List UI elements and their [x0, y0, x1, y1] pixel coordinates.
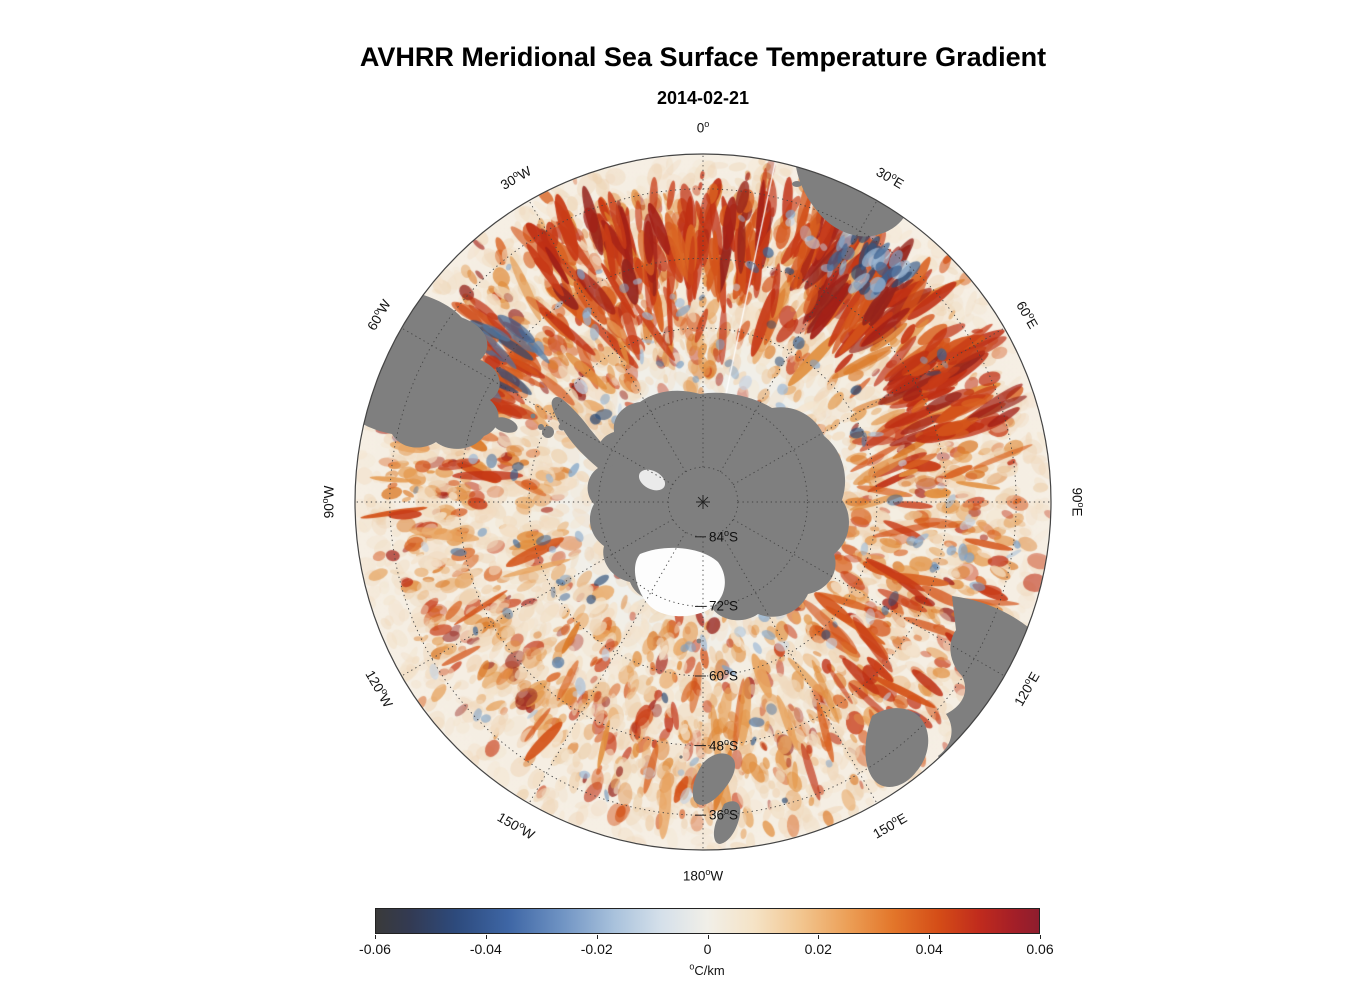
longitude-line	[401, 519, 674, 677]
map-boundary	[354, 153, 1052, 851]
antarctic-peninsula	[551, 396, 616, 469]
lat-label-84S: 84oS	[709, 527, 739, 545]
lon-hemisphere: W	[321, 485, 337, 499]
latitude-circle	[598, 397, 808, 607]
latitude-circle	[458, 257, 948, 747]
lat-value: 72	[709, 598, 725, 614]
lon-hemisphere: W	[710, 868, 724, 884]
new-zealand-south-island	[692, 753, 736, 805]
lat-hemisphere: S	[729, 738, 739, 754]
pole-marker	[697, 496, 709, 508]
south-georgia-island	[542, 426, 554, 438]
lon-value: 90	[1069, 487, 1085, 503]
africa	[795, 154, 912, 237]
small-island	[696, 638, 702, 644]
lon-label-90E: 90oE	[1069, 487, 1087, 517]
ross-ice-shelf	[634, 547, 725, 617]
lon-value: 0	[696, 120, 705, 136]
new-zealand-north-island	[713, 801, 741, 844]
lat-hemisphere: S	[729, 529, 739, 545]
degree-symbol: o	[724, 806, 730, 817]
lon-hemisphere: E	[1069, 507, 1085, 517]
lat-label-36S: 36oS	[709, 806, 739, 823]
degree-symbol: o	[724, 667, 730, 677]
longitude-line	[720, 200, 878, 473]
units-text: C/km	[694, 963, 725, 978]
degree-symbol: o	[320, 498, 330, 504]
longitude-line	[732, 519, 1005, 677]
longitude-line	[528, 200, 686, 473]
lat-value: 48	[709, 738, 725, 754]
colorbar	[375, 908, 1040, 934]
degree-symbol: o	[724, 736, 730, 747]
longitude-line	[528, 531, 686, 804]
australia	[938, 596, 1051, 786]
peninsula-island	[538, 424, 544, 430]
lat-label-60S: 60oS	[709, 667, 739, 684]
degree-symbol: o	[724, 597, 730, 608]
lon-value: 90	[321, 503, 337, 519]
lon-label-0: 0o	[696, 119, 710, 136]
small-island	[679, 755, 683, 759]
lat-value: 60	[709, 668, 725, 684]
lat-label-48S: 48oS	[709, 736, 739, 754]
south-america	[355, 286, 500, 449]
small-island	[792, 181, 802, 187]
lat-label-72S: 72oS	[709, 597, 739, 614]
colorbar-units-label: oC/km	[689, 961, 725, 978]
lat-hemisphere: S	[729, 807, 739, 823]
degree-symbol: o	[704, 119, 710, 129]
lat-value: 36	[709, 807, 725, 823]
falkland-islands	[492, 417, 518, 433]
peninsula-island	[530, 413, 536, 419]
lon-value: 180	[682, 868, 706, 884]
lat-hemisphere: S	[729, 668, 739, 684]
lat-hemisphere: S	[729, 598, 739, 614]
longitude-line	[720, 531, 878, 804]
ronne-ice-shelf	[638, 469, 666, 491]
degree-symbol: o	[705, 867, 711, 877]
graticule	[355, 154, 1051, 850]
lon-label-180W: 180oW	[682, 867, 724, 884]
lon-label-90W: 90oW	[320, 485, 337, 519]
longitude-line	[401, 327, 674, 485]
longitude-line	[732, 327, 1005, 485]
lat-value: 84	[709, 529, 725, 545]
degree-symbol: o	[724, 527, 730, 538]
degree-symbol: o	[689, 961, 695, 972]
